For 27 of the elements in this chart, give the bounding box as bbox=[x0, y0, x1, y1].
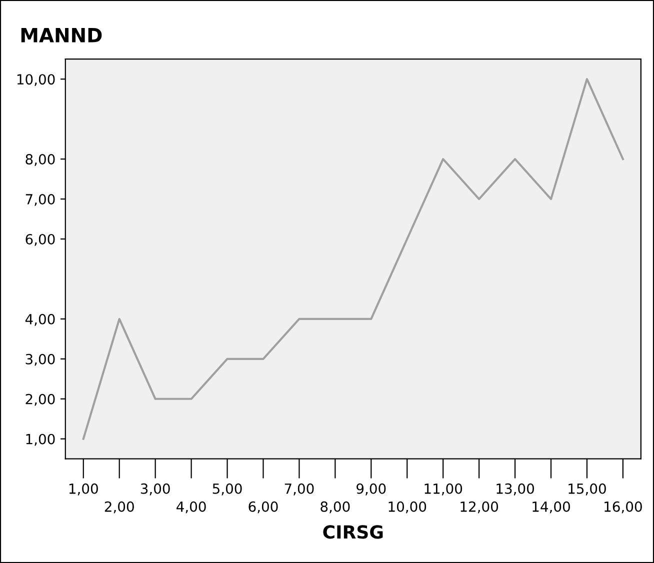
y-tick-label: 8,00 bbox=[26, 154, 55, 166]
y-tick-label: 3,00 bbox=[26, 354, 55, 366]
x-tick-label: 12,00 bbox=[460, 501, 498, 514]
x-tick-label: 4,00 bbox=[176, 501, 206, 514]
y-tick-label: 7,00 bbox=[26, 194, 55, 206]
x-tick-label: 16,00 bbox=[604, 501, 642, 514]
x-tick-label: 3,00 bbox=[140, 483, 170, 496]
y-tick-label: 6,00 bbox=[26, 234, 55, 246]
x-tick-label: 11,00 bbox=[424, 483, 462, 496]
x-tick-label: 2,00 bbox=[104, 501, 134, 514]
x-tick-label: 5,00 bbox=[212, 483, 242, 496]
y-tick-label: 1,00 bbox=[26, 434, 55, 446]
chart-title: MANND bbox=[21, 28, 102, 42]
x-tick-label: 14,00 bbox=[532, 501, 570, 514]
x-tick-label: 10,00 bbox=[388, 501, 426, 514]
x-tick-label: 7,00 bbox=[284, 483, 314, 496]
y-tick-label: 10,00 bbox=[17, 74, 55, 86]
x-tick-label: 1,00 bbox=[69, 483, 98, 496]
x-tick-label: 15,00 bbox=[568, 483, 606, 496]
y-tick-label: 4,00 bbox=[25, 314, 55, 326]
x-tick-label: 8,00 bbox=[320, 501, 350, 514]
x-tick-label: 9,00 bbox=[356, 483, 386, 496]
x-tick-label: 6,00 bbox=[248, 501, 278, 514]
x-tick-label: 13,00 bbox=[496, 483, 534, 496]
y-tick-label: 2,00 bbox=[26, 394, 55, 406]
line-series bbox=[82, 78, 624, 440]
x-axis-title: CIRSG bbox=[323, 525, 383, 539]
